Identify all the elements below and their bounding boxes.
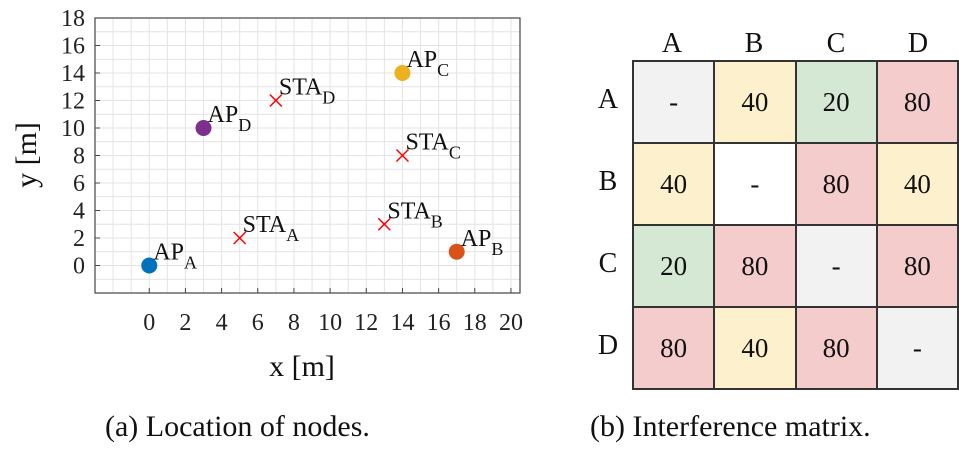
station-marker — [269, 93, 283, 108]
x-tick-label: 20 — [499, 310, 523, 336]
x-tick-label: 18 — [463, 310, 487, 336]
y-tick-label: 0 — [73, 254, 85, 280]
station-label: STAD — [279, 75, 335, 108]
x-axis-label: x [m] — [269, 350, 335, 383]
y-tick-label: 8 — [73, 144, 85, 170]
matrix-cell: 40 — [713, 60, 797, 144]
interference-matrix: -40 20 80 40-80 40 20 80-80 80 40 80- — [631, 60, 959, 390]
matrix-row-header: B — [598, 166, 618, 197]
y-tick-label: 6 — [73, 171, 85, 197]
matrix-column-header: B — [744, 28, 764, 59]
matrix-row: 80 40 80- — [631, 306, 959, 390]
matrix-row-header: A — [597, 84, 619, 115]
x-tick-label: 14 — [390, 310, 414, 336]
matrix-cell: - — [875, 306, 959, 390]
x-tick-label: 10 — [318, 310, 342, 336]
x-tick-label: 4 — [216, 310, 228, 336]
x-tick-labels: 0 2 4 6 8 10 12 14 16 18 20 — [143, 288, 523, 336]
matrix-row: 20 80-80 — [631, 224, 959, 308]
matrix-cell: 40 — [631, 142, 716, 226]
matrix-cell: 40 — [713, 306, 797, 390]
matrix-cell: 20 — [794, 60, 878, 144]
matrix-row-header: D — [597, 330, 619, 361]
matrix-cell: 80 — [631, 306, 716, 390]
station-marker — [377, 217, 391, 231]
station-marker — [233, 231, 247, 245]
matrix-cell: 80 — [713, 224, 797, 308]
matrix-column-header: D — [907, 28, 929, 59]
y-axis-label: y [m] — [10, 122, 43, 188]
matrix-cell: - — [713, 142, 797, 226]
matrix-cell: 80 — [794, 306, 878, 390]
y-tick-label: 10 — [61, 116, 85, 142]
matrix-cell: 80 — [875, 224, 959, 308]
matrix-row: 40-80 40 — [631, 142, 959, 226]
access-point-label: APA — [153, 240, 197, 273]
y-tick-label: 18 — [61, 6, 85, 32]
access-point-label: APB — [461, 226, 504, 259]
access-point-marker — [141, 257, 158, 274]
y-tick-label: 14 — [61, 61, 85, 87]
caption-location: (a) Location of nodes. — [105, 410, 370, 443]
x-tick-label: 6 — [252, 310, 264, 336]
matrix-column-header: A — [661, 28, 683, 59]
x-tick-label: 2 — [179, 310, 191, 336]
x-tick-label: 16 — [427, 310, 451, 336]
matrix-cell: - — [631, 60, 716, 144]
station-marker — [395, 148, 409, 163]
access-point-label: APC — [406, 47, 449, 80]
matrix-cell: 20 — [631, 224, 716, 308]
y-tick-label: 16 — [61, 34, 85, 60]
matrix-cell: 40 — [875, 142, 959, 226]
station-label: STAB — [387, 198, 442, 231]
matrix-cell: 80 — [875, 60, 959, 144]
matrix-cell: - — [794, 224, 878, 308]
x-tick-label: 12 — [354, 310, 378, 336]
x-tick-label: 0 — [143, 310, 155, 336]
access-point-label: APD — [208, 102, 252, 135]
plot-points: APA APB APC APD STAA STAB STAC STAD — [141, 47, 503, 274]
matrix-row-header: C — [598, 248, 618, 279]
y-tick-label: 4 — [73, 199, 85, 225]
caption-interference: (b) Interference matrix. — [590, 410, 871, 443]
station-label: STAC — [405, 130, 460, 163]
y-tick-label: 2 — [73, 226, 85, 252]
access-point-marker — [195, 120, 212, 136]
matrix-column-header: C — [826, 28, 846, 59]
matrix-cell: 80 — [794, 142, 878, 226]
matrix-row: -40 20 80 — [631, 60, 959, 144]
access-point-marker — [394, 65, 411, 81]
x-tick-label: 8 — [288, 310, 300, 336]
y-tick-label: 12 — [61, 89, 85, 115]
station-label: STAA — [243, 212, 299, 245]
access-point-marker — [448, 243, 465, 260]
